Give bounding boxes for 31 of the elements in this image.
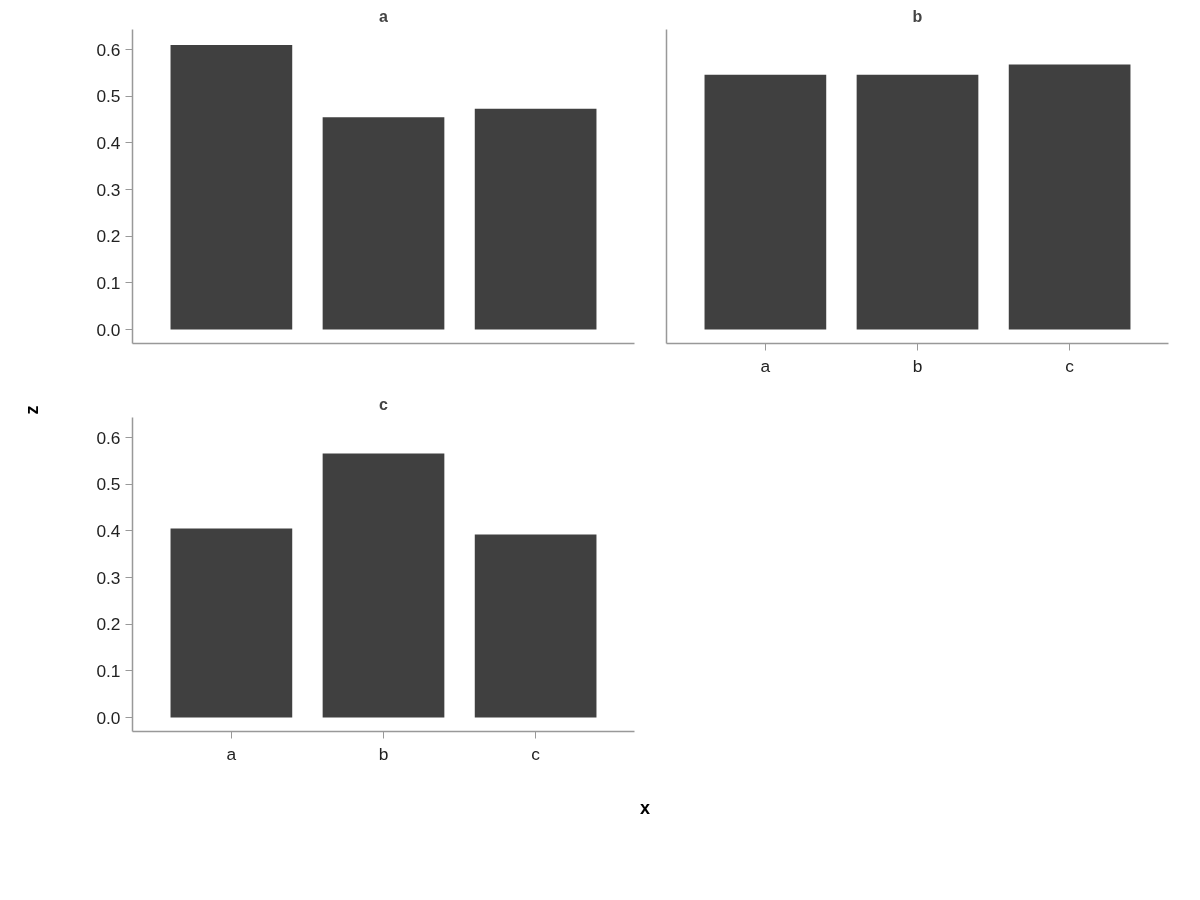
chart-title: c <box>379 395 389 413</box>
y-tick-label: 0.2 <box>96 614 121 635</box>
x-tick-label: c <box>1065 355 1075 376</box>
y-tick-label: 0.4 <box>96 520 121 541</box>
y-tick-label: 0.6 <box>96 427 121 448</box>
x-tick-label: a <box>226 743 237 764</box>
y-tick-label: 0.1 <box>96 272 121 293</box>
bar <box>474 108 597 330</box>
x-axis-title: x <box>640 797 651 820</box>
y-tick-label: 0.0 <box>96 707 121 728</box>
y-tick-label: 0.2 <box>96 226 121 247</box>
chart-title: a <box>379 7 389 25</box>
y-tick-label: 0.5 <box>96 86 121 107</box>
chart-title: b <box>912 7 923 25</box>
x-tick-label: b <box>912 355 923 376</box>
y-tick-label: 0.1 <box>96 660 121 681</box>
y-tick-label: 0.3 <box>96 179 121 200</box>
bar <box>322 117 445 330</box>
y-tick-label: 0.3 <box>96 567 121 588</box>
x-tick-label: b <box>378 743 389 764</box>
y-tick-label: 0.5 <box>96 474 121 495</box>
y-axis-title: z <box>21 405 43 415</box>
bar <box>170 528 293 718</box>
y-tick-label: 0.6 <box>96 39 121 60</box>
bar <box>170 44 293 330</box>
bar <box>474 534 597 718</box>
bar <box>322 453 445 718</box>
y-tick-label: 0.4 <box>96 132 121 153</box>
y-tick-label: 0.0 <box>96 319 121 340</box>
x-tick-label: c <box>531 743 541 764</box>
x-tick-label: a <box>760 355 771 376</box>
